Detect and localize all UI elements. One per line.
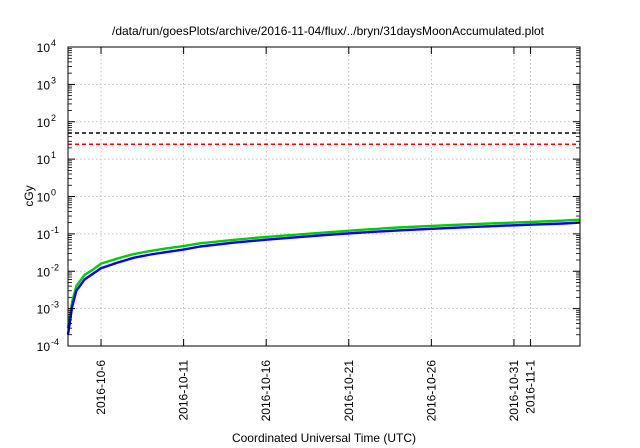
series-line [66, 218, 581, 329]
y-tick-label: 10 [37, 41, 51, 55]
y-tick-exponent: 0 [51, 188, 56, 198]
x-tick-label: 2016-10-26 [424, 360, 438, 422]
y-tick-exponent: 2 [51, 113, 56, 123]
chart-title: /data/run/goesPlots/archive/2016-11-04/f… [112, 24, 545, 38]
y-tick-label: 10 [37, 191, 51, 205]
x-tick-label: 2016-10-31 [507, 360, 521, 422]
y-axis-label: cGy [22, 185, 36, 206]
x-tick-label: 2016-11-1 [523, 360, 537, 414]
y-tick-label: 10 [37, 303, 51, 317]
y-tick-exponent: 3 [51, 75, 56, 85]
x-tick-label: 2016-10-16 [259, 360, 273, 422]
y-tick-label: 10 [37, 153, 51, 167]
x-tick-label: 2016-10-21 [342, 360, 356, 422]
y-tick-label: 10 [37, 340, 51, 354]
y-tick-label: 10 [37, 265, 51, 279]
y-tick-label: 10 [37, 78, 51, 92]
x-tick-label: 2016-10-11 [177, 360, 191, 421]
y-tick-exponent: -2 [51, 262, 59, 272]
y-tick-exponent: 1 [51, 150, 56, 160]
x-tick-label: 2016-10-6 [94, 360, 108, 415]
y-tick-exponent: -3 [51, 300, 59, 310]
y-tick-exponent: -1 [51, 225, 59, 235]
x-axis-ticks: 2016-10-6 2016-10-11 2016-10-16 2016-10-21 2… [94, 47, 537, 421]
reference-lines [68, 132, 580, 146]
y-tick-label: 10 [37, 116, 51, 130]
series-lines [66, 218, 581, 335]
series-line [66, 221, 581, 335]
grid [68, 47, 580, 346]
y-tick-label: 10 [37, 228, 51, 242]
y-tick-exponent: 4 [51, 38, 56, 48]
y-tick-exponent: -4 [51, 337, 59, 347]
x-axis-label: Coordinated Universal Time (UTC) [232, 431, 416, 445]
